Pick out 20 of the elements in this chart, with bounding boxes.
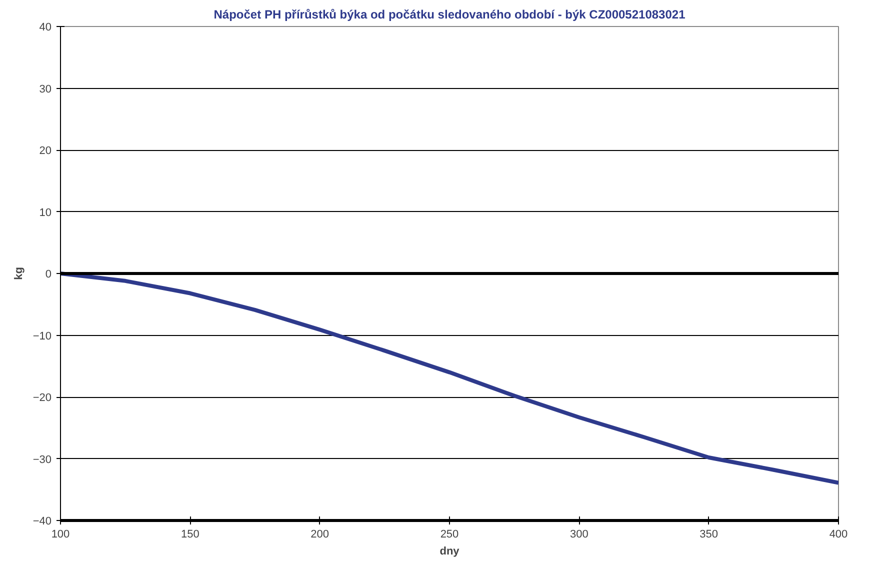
- line-series: [60, 272, 838, 485]
- x-tick-label: 100: [51, 528, 70, 540]
- y-tick-label: −10: [32, 330, 52, 342]
- y-tick-label: −30: [32, 454, 52, 466]
- y-tick-label: 0: [45, 268, 52, 280]
- y-tick-label: 20: [39, 145, 52, 157]
- y-tick-label: 10: [39, 206, 52, 219]
- x-tick-label: 400: [829, 528, 848, 540]
- x-tick-label: 200: [310, 528, 330, 540]
- x-tick-label: 150: [180, 528, 200, 540]
- x-tick-label: 350: [700, 528, 718, 540]
- y-tick-label: 40: [39, 22, 52, 34]
- y-tick-label: 30: [39, 83, 52, 96]
- y-tick-label: −40: [32, 516, 52, 528]
- y-axis-title: kg: [12, 267, 25, 280]
- x-axis-title: dny: [440, 546, 460, 558]
- chart-title: Nápočet PH přírůstků býka od počátku sledovaného období - býk CZ000521083021: [214, 8, 686, 22]
- x-tick-label: 300: [570, 528, 588, 540]
- y-tick-label: −20: [32, 392, 52, 404]
- x-tick-label: 250: [440, 528, 459, 540]
